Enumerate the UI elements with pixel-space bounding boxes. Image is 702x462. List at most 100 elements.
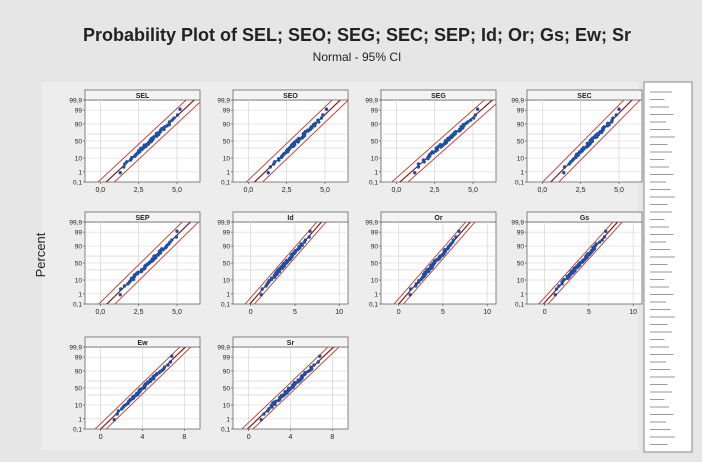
x-tick-label: 4	[141, 434, 145, 441]
y-tick-label: 99,9	[511, 220, 524, 227]
x-tick-label: 2,5	[134, 187, 144, 194]
data-point	[554, 287, 559, 291]
panel-strip	[84, 211, 201, 223]
y-tick-label: 99	[517, 230, 525, 237]
y-tick-label: 90	[75, 243, 83, 250]
y-tick-label: 50	[517, 139, 525, 146]
data-point	[274, 399, 278, 403]
panel-or: Or 0,1 1 10 50 90 99 99,9 0 5 10	[365, 211, 497, 316]
panel-strip	[232, 89, 349, 101]
data-point	[122, 165, 126, 169]
y-axis-label: Percent	[33, 232, 48, 277]
panel-title: Ew	[137, 340, 148, 347]
data-point	[614, 113, 618, 117]
data-point	[562, 171, 566, 175]
x-tick-label: 5,0	[320, 187, 330, 194]
y-tick-label: 90	[223, 121, 231, 128]
data-point	[115, 412, 119, 416]
data-point	[283, 389, 287, 394]
data-point	[408, 293, 412, 297]
ci-band-line	[252, 347, 340, 429]
x-tick-label: 8	[182, 434, 186, 441]
data-point	[473, 113, 478, 117]
panel-sr: Sr 0,1 1 10 50 90 99 99,9 0 4 8	[217, 336, 349, 441]
data-point	[318, 354, 322, 358]
y-tick-label: 0,1	[369, 180, 378, 187]
y-tick-label: 99,9	[511, 98, 524, 105]
y-tick-label: 1	[520, 291, 524, 298]
data-point	[116, 409, 121, 413]
data-point	[306, 128, 310, 132]
data-point	[565, 274, 569, 278]
x-tick-label: 5,0	[172, 187, 182, 194]
data-point	[421, 158, 426, 162]
y-tick-label: 0,1	[221, 180, 230, 187]
data-point	[112, 418, 116, 422]
data-point	[443, 248, 447, 252]
data-point	[472, 116, 476, 120]
y-tick-label: 1	[226, 291, 230, 298]
data-point	[416, 165, 421, 169]
data-point	[269, 276, 274, 280]
data-point	[303, 371, 307, 375]
data-point	[277, 156, 281, 161]
panel-seo: SEO 0,1 1 10 50 90 99 99,9 0,0 2,5 5,0	[217, 89, 349, 194]
y-tick-label: 1	[374, 169, 378, 176]
ci-band-line	[391, 100, 486, 182]
y-tick-label: 10	[223, 156, 231, 163]
data-point	[454, 130, 458, 134]
ci-band-line	[558, 100, 641, 182]
data-point	[297, 136, 301, 141]
data-points	[408, 229, 461, 297]
data-point	[123, 162, 127, 166]
data-point	[130, 155, 134, 160]
data-point	[286, 386, 291, 390]
panel-gs: Gs 0,1 1 10 50 90 99 99,9 0 5 10	[511, 211, 643, 316]
y-tick-label: 10	[371, 156, 379, 163]
data-point	[160, 247, 164, 251]
data-point	[308, 229, 312, 233]
ci-band-line	[407, 103, 496, 182]
y-tick-label: 10	[75, 403, 83, 410]
panel-seg: SEG 0,1 1 10 50 90 99 99,9 0,0 2,5 5,0	[365, 89, 497, 194]
x-tick-label: 5,0	[614, 187, 624, 194]
panel-strip	[232, 211, 349, 223]
data-points	[112, 354, 174, 422]
y-tick-label: 0,1	[73, 180, 82, 187]
y-tick-label: 50	[223, 139, 231, 146]
y-tick-label: 0,1	[221, 302, 230, 309]
data-point	[604, 229, 608, 233]
y-tick-label: 99,9	[365, 98, 378, 105]
y-tick-label: 99,9	[69, 98, 82, 105]
ci-band-line	[244, 222, 318, 304]
x-tick-label: 5,0	[468, 187, 478, 194]
data-point	[457, 229, 461, 233]
x-tick-label: 10	[335, 309, 343, 316]
y-tick-label: 99,9	[217, 220, 230, 227]
data-point	[299, 242, 303, 246]
data-point	[297, 244, 301, 249]
data-point	[319, 116, 324, 120]
figure-subtitle: Normal - 95% CI	[313, 50, 402, 64]
data-point	[321, 113, 325, 117]
data-point	[586, 252, 590, 256]
data-point	[118, 171, 122, 175]
x-tick-label: 2,5	[576, 187, 586, 194]
data-point	[174, 235, 179, 239]
ci-band-line	[547, 222, 623, 304]
y-tick-label: 90	[371, 243, 379, 250]
x-tick-label: 5	[441, 309, 445, 316]
data-point	[170, 238, 174, 242]
x-tick-label: 10	[629, 309, 637, 316]
y-tick-label: 10	[517, 156, 525, 163]
y-tick-label: 1	[520, 169, 524, 176]
x-tick-label: 0,0	[537, 187, 547, 194]
ci-band-line	[245, 100, 333, 182]
data-point	[125, 160, 129, 164]
ci-band-line	[114, 222, 200, 304]
panel-title: Or	[434, 215, 442, 222]
ci-band-line	[113, 101, 200, 182]
y-tick-label: 50	[223, 386, 231, 393]
ci-band-line	[542, 100, 625, 182]
data-point	[280, 393, 284, 397]
